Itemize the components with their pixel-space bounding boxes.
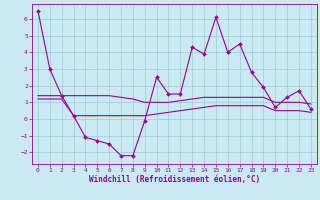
X-axis label: Windchill (Refroidissement éolien,°C): Windchill (Refroidissement éolien,°C) [89,175,260,184]
